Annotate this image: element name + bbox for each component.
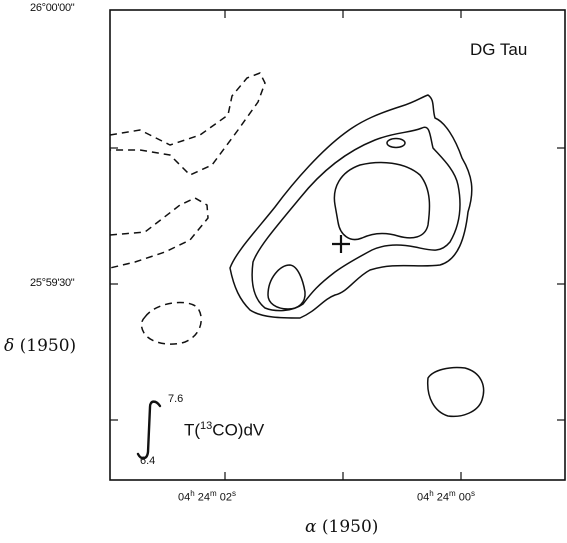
x-axis-title: α (1950) xyxy=(305,517,378,537)
negative-contours xyxy=(109,72,266,345)
contour-middle xyxy=(251,126,461,312)
star-cross-marker xyxy=(332,235,350,253)
object-label: DG Tau xyxy=(470,40,528,59)
tick-marks xyxy=(110,10,565,480)
x-axis-symbol: α xyxy=(305,517,317,537)
integral-lower-limit: 6.4 xyxy=(140,455,156,467)
contour-small-peak xyxy=(386,137,406,149)
y-tick-label-middle: 25°59'30" xyxy=(30,277,75,289)
y-axis-title: δ (1950) xyxy=(4,336,76,356)
contour-isolated-south xyxy=(427,366,485,418)
dashed-contour-middle-left xyxy=(109,197,209,269)
x-axis-epoch: (1950) xyxy=(321,517,379,537)
dashed-contour-top-left xyxy=(109,72,266,176)
y-axis-epoch: (1950) xyxy=(19,336,77,356)
integral-sign xyxy=(136,400,162,460)
y-tick-label-top: 26°00'00" xyxy=(30,2,75,14)
x-tick-label-left: 04h 24m 02s xyxy=(178,489,236,504)
integral-upper-limit: 7.6 xyxy=(168,393,184,405)
dashed-contour-small xyxy=(140,301,202,345)
contour-inner-east xyxy=(333,161,431,241)
y-axis-symbol: δ xyxy=(4,336,15,356)
x-tick-label-right: 04h 24m 00s xyxy=(417,489,475,504)
contour-inner-west xyxy=(267,264,306,310)
plot-frame xyxy=(109,9,566,481)
positive-contours xyxy=(229,94,485,418)
contour-outer xyxy=(229,94,473,319)
integral-expression: T(13CO)dV xyxy=(184,420,265,440)
